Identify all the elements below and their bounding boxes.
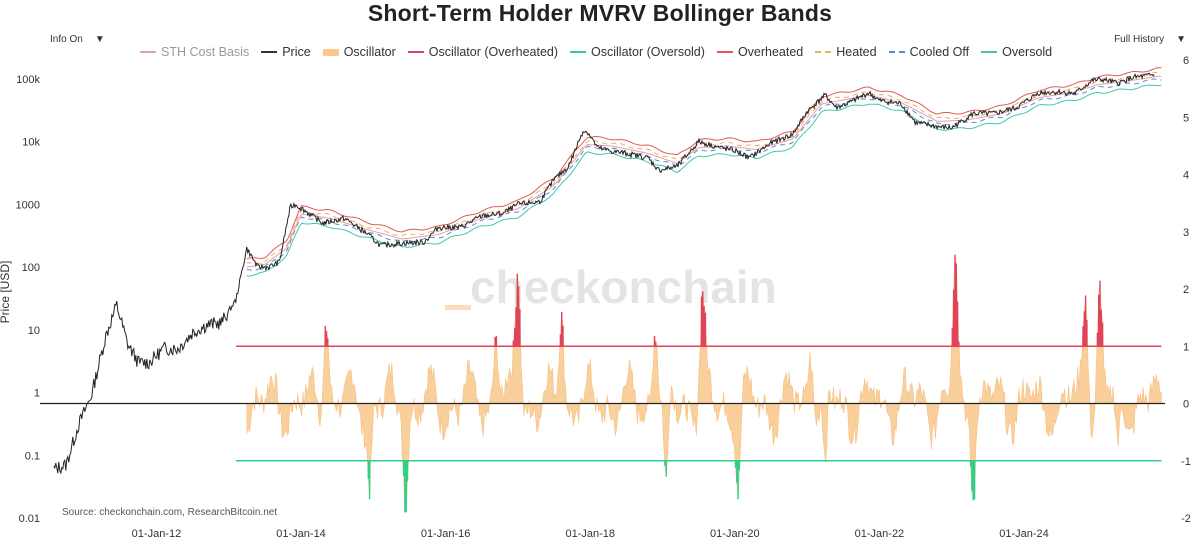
chart-legend: STH Cost Basis Price Oscillator Oscillator … [140, 45, 1064, 59]
y-tick-label: 1 [34, 388, 40, 400]
y2-tick-label: 6 [1183, 55, 1189, 67]
price-series [53, 72, 1155, 475]
y-tick-label: 100 [22, 262, 40, 274]
y2-tick-label: -2 [1181, 513, 1191, 525]
x-tick-label: 01-Jan-24 [999, 528, 1049, 540]
legend-item-price[interactable]: Price [261, 45, 311, 59]
legend-label: Overheated [737, 45, 804, 59]
legend-swatch [261, 51, 278, 53]
x-tick-label: 01-Jan-16 [421, 528, 471, 540]
sth-cost-basis-series [246, 75, 1162, 268]
x-tick-label: 01-Jan-14 [276, 528, 326, 540]
oversold-band [246, 84, 1162, 277]
source-note: Source: checkonchain.com, ResearchBitcoi… [62, 507, 277, 518]
legend-swatch [407, 51, 424, 53]
oscillator-oversold-series [367, 460, 976, 513]
info-toggle-label: Info On [50, 34, 83, 45]
legend-item-sth-cost-basis[interactable]: STH Cost Basis [140, 45, 249, 59]
y2-tick-label: 3 [1183, 227, 1189, 239]
legend-item-overheated[interactable]: Overheated [716, 45, 804, 59]
legend-swatch [322, 48, 339, 56]
y-tick-label: 1000 [16, 199, 40, 211]
y2-tick-label: -1 [1181, 456, 1191, 468]
chevron-down-icon: ▼ [94, 34, 105, 45]
y2-tick-label: 5 [1183, 112, 1189, 124]
legend-label: Oscillator [343, 45, 396, 59]
x-tick-label: 01-Jan-12 [132, 528, 182, 540]
x-tick-label: 01-Jan-20 [710, 528, 760, 540]
x-tick-label: 01-Jan-18 [565, 528, 615, 540]
y-tick-label: 10k [22, 137, 40, 149]
legend-label: Heated [836, 45, 877, 59]
overheated-band [246, 67, 1162, 260]
legend-swatch [888, 51, 905, 53]
legend-swatch [140, 51, 156, 53]
legend-label: Oscillator (Oversold) [591, 45, 705, 59]
legend-label: Price [282, 45, 311, 59]
range-label: Full History [1114, 34, 1165, 45]
legend-item-oscillator-overheated[interactable]: Oscillator (Overheated) [407, 45, 559, 59]
legend-item-oversold[interactable]: Oversold [981, 45, 1052, 59]
chevron-down-icon: ▼ [1176, 34, 1186, 45]
info-toggle-dropdown[interactable]: Info On ▼ [50, 34, 105, 45]
legend-label: Cooled Off [909, 45, 970, 59]
legend-swatch [815, 51, 832, 53]
legend-item-oscillator-oversold[interactable]: Oscillator (Oversold) [570, 45, 705, 59]
chart-title: Short-Term Holder MVRV Bollinger Bands [367, 0, 833, 26]
y-tick-label: 0.1 [25, 450, 40, 462]
y-tick-label: 100k [16, 74, 40, 86]
y-tick-label: 10 [28, 325, 40, 337]
y2-tick-label: 2 [1183, 284, 1189, 296]
legend-item-cooled-off[interactable]: Cooled Off [888, 45, 970, 59]
x-tick-label: 01-Jan-22 [855, 528, 905, 540]
y-axis-label: Price [USD] [0, 261, 12, 324]
range-dropdown[interactable]: Full History ▼ [1114, 34, 1186, 45]
y2-tick-label: 4 [1183, 170, 1189, 182]
legend-swatch [981, 51, 998, 53]
y-tick-label: 0.01 [19, 513, 40, 525]
y2-tick-label: 0 [1183, 399, 1189, 411]
legend-swatch [716, 51, 733, 53]
watermark-accent [445, 305, 471, 310]
legend-label: Oscillator (Overheated) [428, 45, 559, 59]
legend-label: Oversold [1002, 45, 1053, 59]
y2-tick-label: 1 [1183, 341, 1189, 353]
legend-item-oscillator[interactable]: Oscillator [322, 45, 396, 59]
legend-swatch [570, 51, 587, 53]
legend-item-heated[interactable]: Heated [815, 45, 877, 59]
cooled-off-band [246, 78, 1162, 271]
legend-label: STH Cost Basis [161, 45, 250, 59]
watermark-text: checkonchain [470, 261, 777, 313]
